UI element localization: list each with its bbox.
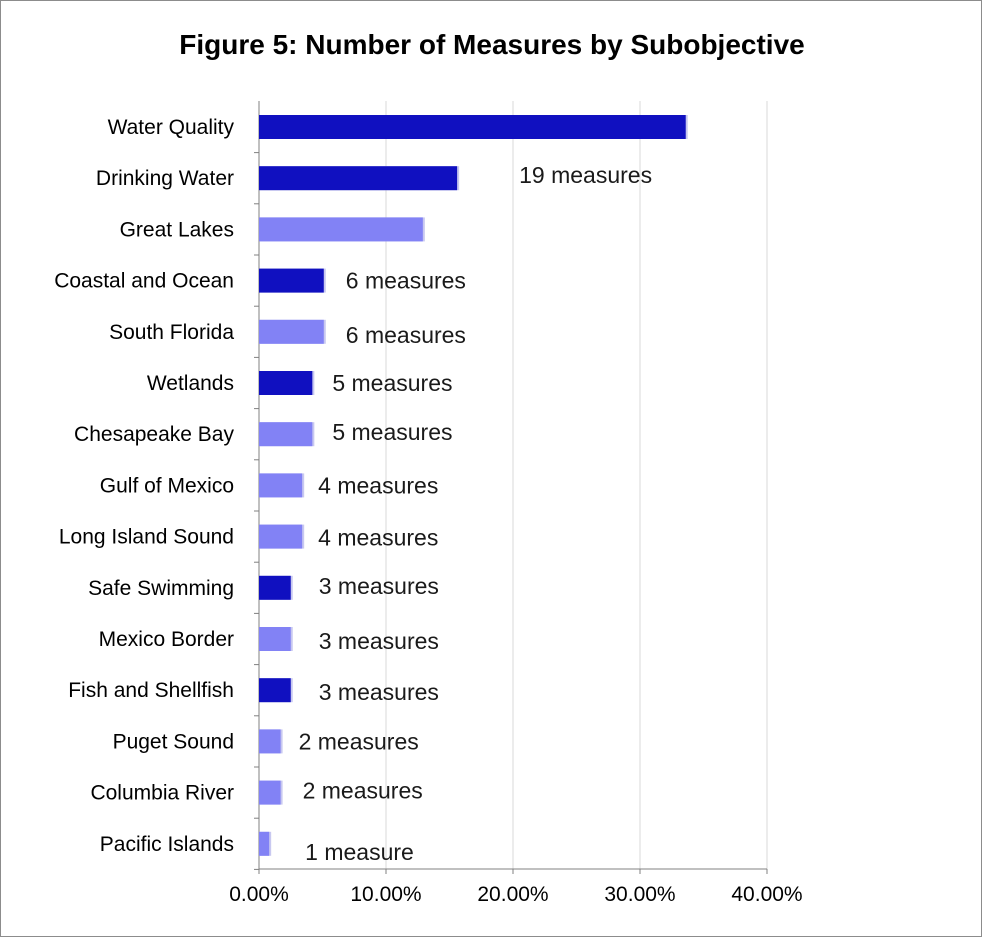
data-label: 4 measures [318,472,438,498]
x-tick-label: 0.00% [229,883,289,906]
category-label: Pacific Islands [100,833,234,856]
bar [259,729,281,754]
bar [259,627,291,651]
data-label: 3 measures [319,679,439,705]
category-label: Wetlands [147,372,234,395]
bar [259,268,324,293]
data-label: 3 measures [319,628,439,654]
category-label: Mexico Border [99,628,234,651]
category-label: Puget Sound [113,730,234,753]
data-label: 2 measures [299,728,419,754]
data-label: 6 measures [346,322,466,348]
data-label: 19 measures [519,162,652,188]
chart-title: Figure 5: Number of Measures by Subobjec… [179,29,805,60]
category-label: Gulf of Mexico [100,474,234,497]
category-label: Great Lakes [120,218,234,241]
category-label: Coastal and Ocean [54,270,234,293]
data-label: 1 measure [305,839,414,865]
category-label: Drinking Water [96,167,234,190]
bar [259,678,291,703]
bar [259,575,291,600]
x-tick-label: 30.00% [604,883,675,906]
bar [259,524,303,549]
data-label: 2 measures [303,778,423,804]
data-label: 5 measures [332,419,452,445]
bar [259,473,303,498]
category-label: Safe Swimming [88,577,234,600]
bar [259,115,686,139]
bar [259,780,281,805]
category-label: Water Quality [108,116,235,139]
category-label: Columbia River [90,782,234,805]
bar [259,217,423,242]
bar [259,371,313,395]
data-label: 6 measures [346,268,466,294]
bar [259,422,313,447]
data-label: 5 measures [332,370,452,396]
category-label: Chesapeake Bay [74,423,234,446]
x-tick-label: 20.00% [477,883,548,906]
bar [259,831,270,856]
x-tick-label: 40.00% [731,883,802,906]
category-label: Fish and Shellfish [68,679,234,702]
category-label: South Florida [109,321,234,344]
bar [259,319,324,344]
data-label: 3 measures [319,573,439,599]
x-tick-label: 10.00% [350,883,421,906]
category-label: Long Island Sound [59,526,234,549]
bar [259,166,458,191]
data-label: 4 measures [318,525,438,551]
